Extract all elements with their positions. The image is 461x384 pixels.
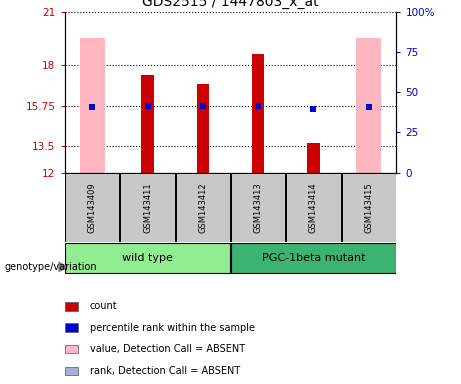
Bar <box>142 75 154 173</box>
Bar <box>286 173 341 242</box>
Bar <box>356 38 381 173</box>
Text: value, Detection Call = ABSENT: value, Detection Call = ABSENT <box>90 344 245 354</box>
Text: GSM143412: GSM143412 <box>198 182 207 233</box>
Text: percentile rank within the sample: percentile rank within the sample <box>90 323 255 333</box>
Title: GDS2515 / 1447803_x_at: GDS2515 / 1447803_x_at <box>142 0 319 9</box>
Bar <box>342 173 396 242</box>
Bar <box>65 302 78 311</box>
Text: genotype/variation: genotype/variation <box>5 262 97 272</box>
Text: count: count <box>90 301 118 311</box>
Bar <box>231 173 285 242</box>
Bar <box>65 323 78 332</box>
Bar <box>231 243 396 273</box>
Bar <box>65 243 230 273</box>
Text: wild type: wild type <box>122 253 173 263</box>
Bar <box>65 345 78 353</box>
Bar <box>252 54 264 173</box>
Text: PGC-1beta mutant: PGC-1beta mutant <box>262 253 365 263</box>
Text: GSM143413: GSM143413 <box>254 182 263 233</box>
Text: rank, Detection Call = ABSENT: rank, Detection Call = ABSENT <box>90 366 240 376</box>
Text: GSM143409: GSM143409 <box>88 182 97 233</box>
Bar <box>120 173 175 242</box>
Bar <box>65 173 119 242</box>
Bar <box>65 367 78 375</box>
Bar <box>80 38 105 173</box>
Bar <box>197 84 209 173</box>
Polygon shape <box>59 262 67 271</box>
Bar <box>176 173 230 242</box>
Text: GSM143414: GSM143414 <box>309 182 318 233</box>
Text: GSM143411: GSM143411 <box>143 182 152 233</box>
Bar <box>307 143 319 173</box>
Text: GSM143415: GSM143415 <box>364 182 373 233</box>
